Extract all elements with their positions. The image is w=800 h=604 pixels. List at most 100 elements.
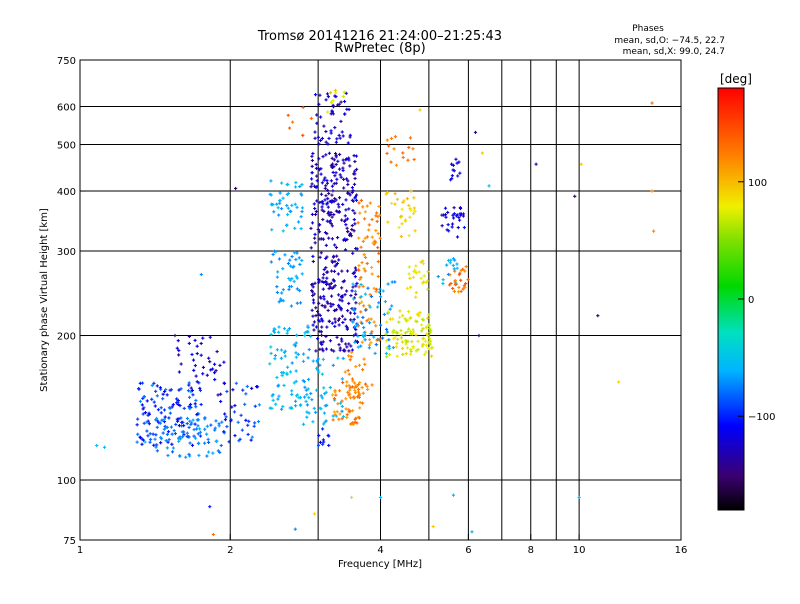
echo-point [294, 379, 298, 383]
echo-point [276, 397, 280, 401]
echo-point [395, 354, 399, 358]
echo-point [400, 340, 405, 344]
echo-point [428, 339, 433, 344]
echo-point [325, 300, 329, 304]
echo-point [229, 419, 233, 423]
echo-point [617, 380, 621, 384]
echo-point [424, 350, 428, 354]
echo-point [650, 189, 654, 193]
echo-point [253, 404, 257, 408]
echo-point [282, 327, 287, 331]
echo-point [376, 215, 380, 219]
echo-point [363, 362, 367, 366]
echo-point [365, 204, 369, 208]
echo-point [424, 343, 429, 347]
echo-point [357, 416, 361, 420]
echo-point [367, 346, 371, 350]
echo-point [307, 396, 311, 400]
echo-point [326, 142, 330, 146]
echo-point [350, 377, 355, 381]
echo-point [333, 174, 337, 178]
echo-point [205, 424, 209, 428]
echo-point [335, 103, 340, 107]
echo-point [152, 381, 156, 385]
echo-point [317, 433, 321, 438]
echo-point [321, 155, 325, 159]
echo-point [190, 388, 195, 393]
echo-point [271, 252, 275, 257]
echo-point [340, 409, 344, 413]
echo-point [337, 196, 342, 200]
echo-point [246, 432, 250, 437]
echo-point [314, 388, 319, 392]
echo-point [372, 286, 376, 290]
echo-point [164, 439, 168, 443]
echo-point [324, 266, 328, 270]
x-tick-label: 1 [77, 545, 83, 556]
echo-point [370, 235, 374, 239]
echo-point [294, 341, 298, 345]
echo-point [329, 129, 333, 133]
echo-point [386, 310, 391, 314]
colorbar-ticks: 100 0 −100 [738, 178, 775, 423]
echo-point [348, 311, 353, 315]
echo-point [326, 308, 330, 313]
echo-point [334, 393, 338, 397]
echo-point [330, 215, 334, 219]
echo-point [346, 179, 350, 183]
echo-point [320, 208, 324, 212]
echo-point [461, 287, 465, 291]
echo-point [322, 440, 326, 444]
echo-point [187, 405, 191, 409]
echo-point [153, 437, 157, 441]
echo-point [331, 105, 336, 109]
echo-point [281, 299, 285, 303]
echo-point [392, 328, 396, 332]
echo-point [337, 305, 341, 309]
echo-point [321, 319, 325, 323]
echo-point [156, 419, 160, 423]
echo-point [327, 151, 332, 155]
echo-point [176, 400, 180, 404]
echo-point [393, 335, 397, 339]
echo-point [326, 110, 330, 114]
echo-point [376, 305, 380, 309]
echo-point [487, 184, 491, 188]
echo-point [201, 365, 206, 370]
echo-point [320, 325, 324, 329]
echo-point [408, 215, 412, 219]
echo-point [199, 341, 203, 346]
echo-point [313, 212, 318, 217]
echo-point [374, 228, 378, 233]
echo-point [335, 177, 339, 181]
echo-point [343, 112, 347, 116]
echo-point [361, 401, 365, 405]
echo-point [378, 213, 382, 217]
y-tick-label: 750 [57, 56, 76, 67]
echo-point [353, 169, 357, 173]
echo-point [319, 296, 323, 300]
echo-point [314, 313, 318, 318]
echo-point [155, 449, 159, 453]
echo-point [237, 439, 241, 443]
echo-point [416, 347, 420, 352]
echo-point [358, 380, 362, 385]
echo-point [294, 351, 298, 355]
echo-point [190, 352, 194, 357]
echo-point [385, 138, 389, 142]
echo-point [291, 120, 295, 124]
echo-point [350, 198, 355, 202]
echo-point [188, 419, 192, 423]
echo-point [296, 352, 300, 356]
echo-point [309, 226, 313, 231]
echo-point [412, 206, 416, 210]
echo-point [322, 294, 326, 299]
echo-point [347, 207, 351, 211]
echo-point [335, 254, 339, 258]
echo-point [298, 403, 302, 407]
echo-point [450, 222, 455, 226]
echo-point [311, 314, 315, 318]
echo-point [301, 379, 305, 383]
echo-point [426, 316, 430, 320]
echo-point [323, 392, 327, 396]
